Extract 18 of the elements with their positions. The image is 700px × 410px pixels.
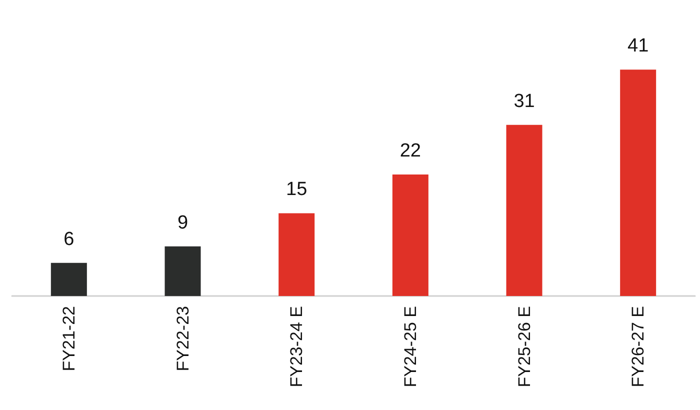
- data-label: 15: [286, 179, 308, 200]
- data-label: 41: [628, 36, 649, 57]
- bar: [50, 262, 87, 296]
- x-tick-label: FY24-25 E: [400, 306, 420, 388]
- data-label: 9: [177, 212, 188, 234]
- x-tick-label: FY23-24 E: [287, 306, 306, 388]
- bar: [620, 70, 656, 296]
- bar: [278, 213, 315, 296]
- bar: [506, 124, 542, 296]
- x-tick-label: FY26-27 E: [628, 306, 648, 388]
- x-tick-label: FY22-23: [173, 306, 192, 372]
- x-tick-label: FY25-26 E: [514, 306, 534, 388]
- bar: [164, 246, 201, 296]
- data-label: 6: [64, 228, 74, 250]
- bar: [392, 174, 428, 296]
- data-label: 22: [400, 140, 421, 162]
- x-tick-label: FY21-22: [59, 306, 78, 372]
- data-label: 31: [514, 90, 535, 112]
